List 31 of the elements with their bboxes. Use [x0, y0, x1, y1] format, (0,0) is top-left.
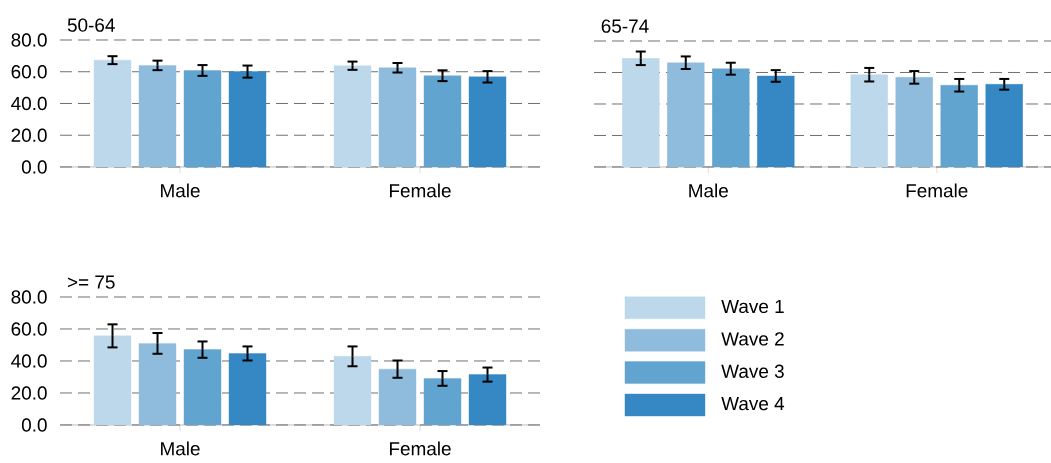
x-tick-label: Male — [161, 183, 200, 198]
bar — [667, 62, 705, 167]
y-tick-label: 0.0 — [21, 418, 47, 432]
chart-title: >= 75 — [67, 275, 115, 289]
bar — [712, 68, 750, 167]
y-tick-label: 20.0 — [11, 128, 47, 142]
x-tick-label: Female — [906, 183, 968, 198]
legend-label: Wave 2 — [721, 332, 784, 346]
x-tick-label: Male — [689, 183, 728, 198]
bar — [895, 77, 933, 167]
bar — [850, 74, 888, 167]
bar — [940, 85, 978, 167]
legend-label: Wave 4 — [721, 397, 785, 411]
y-tick-label: 60.0 — [11, 65, 47, 79]
y-tick-label: 80.0 — [11, 290, 47, 304]
bar — [757, 75, 795, 167]
y-tick-label: 40.0 — [11, 96, 47, 111]
y-tick-label: 20.0 — [11, 386, 47, 400]
x-tick-label: Male — [161, 441, 200, 456]
bar — [622, 58, 660, 167]
y-tick-label: 80.0 — [11, 33, 47, 47]
legend-label: Wave 1 — [721, 299, 784, 314]
x-tick-label: Female — [390, 183, 451, 198]
bar — [985, 84, 1023, 167]
chart-title: 65-74 — [601, 19, 649, 33]
legend-label: Wave 3 — [721, 364, 784, 378]
x-tick-label: Female — [390, 441, 451, 456]
chart-title: 50-64 — [67, 18, 115, 32]
y-tick-label: 60.0 — [11, 322, 47, 336]
y-tick-label: 40.0 — [11, 354, 47, 368]
y-tick-label: 0.0 — [21, 160, 47, 174]
